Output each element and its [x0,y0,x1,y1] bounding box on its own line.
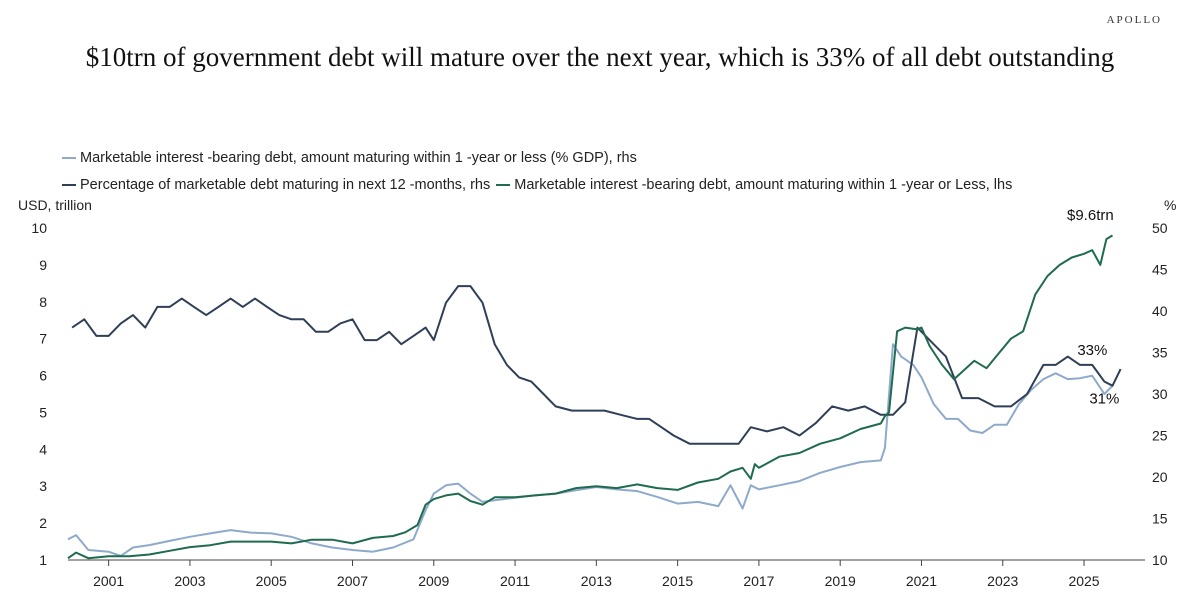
legend-label-usd-maturing: Marketable interest -bearing debt, amoun… [514,177,1013,193]
y-left-tick-label: 4 [39,441,47,457]
y-left-tick-label: 3 [39,478,47,494]
x-tick-label: 2023 [987,573,1018,589]
x-tick-label: 2003 [174,573,205,589]
x-tick-label: 2015 [662,573,693,589]
y-right-tick-label: 30 [1152,386,1168,402]
y-left-tick-label: 1 [39,552,47,568]
y-left-tick-label: 8 [39,294,47,310]
x-tick-label: 2011 [500,573,530,589]
y-right-tick-label: 45 [1152,262,1168,278]
annotation-label: 33% [1077,342,1107,359]
y-right-tick-label: 20 [1152,469,1168,485]
y-right-tick-label: 25 [1152,428,1168,444]
y-right-tick-label: 10 [1152,552,1168,568]
left-axis-unit: USD, trillion [18,197,92,213]
x-tick-label: 2017 [743,573,774,589]
legend-row-1: Marketable interest -bearing debt, amoun… [62,150,643,166]
right-axis-unit: % [1164,197,1177,213]
y-left-tick-label: 10 [31,220,47,236]
annotation-label: $9.6trn [1067,207,1114,224]
y-right-tick-label: 35 [1152,345,1168,361]
legend-swatch-usd-maturing [496,184,511,187]
brand-logo: APOLLO [1106,14,1162,26]
x-tick-label: 2001 [93,573,124,589]
y-right-tick-label: 50 [1152,220,1168,236]
legend-label-pct-maturing: Percentage of marketable debt maturing i… [80,177,491,193]
x-tick-label: 2025 [1068,573,1099,589]
legend-label-pct-gdp: Marketable interest -bearing debt, amoun… [80,150,637,166]
y-right-tick-label: 15 [1152,511,1168,527]
annotation-label: 31% [1089,390,1119,407]
y-left-tick-label: 6 [39,368,47,384]
x-tick-label: 2021 [906,573,937,589]
x-tick-label: 2005 [256,573,287,589]
x-tick-label: 2009 [418,573,449,589]
series-line-usd-maturing [67,234,1114,560]
x-tick-label: 2019 [825,573,856,589]
y-left-tick-label: 9 [39,257,47,273]
legend-swatch-pct-maturing [62,184,76,187]
series-line-pct-maturing [71,285,1122,445]
legend-row-2: Percentage of marketable debt maturing i… [62,177,1018,193]
y-left-tick-label: 2 [39,515,47,531]
y-left-tick-label: 5 [39,404,47,420]
x-tick-label: 2007 [337,573,368,589]
y-right-tick-label: 40 [1152,303,1168,319]
y-left-tick-label: 7 [39,331,47,347]
legend-swatch-pct-gdp [62,157,76,160]
series-line-pct-gdp [67,343,1114,557]
x-tick-label: 2013 [581,573,612,589]
chart-title: $10trn of government debt will mature ov… [85,42,1115,72]
